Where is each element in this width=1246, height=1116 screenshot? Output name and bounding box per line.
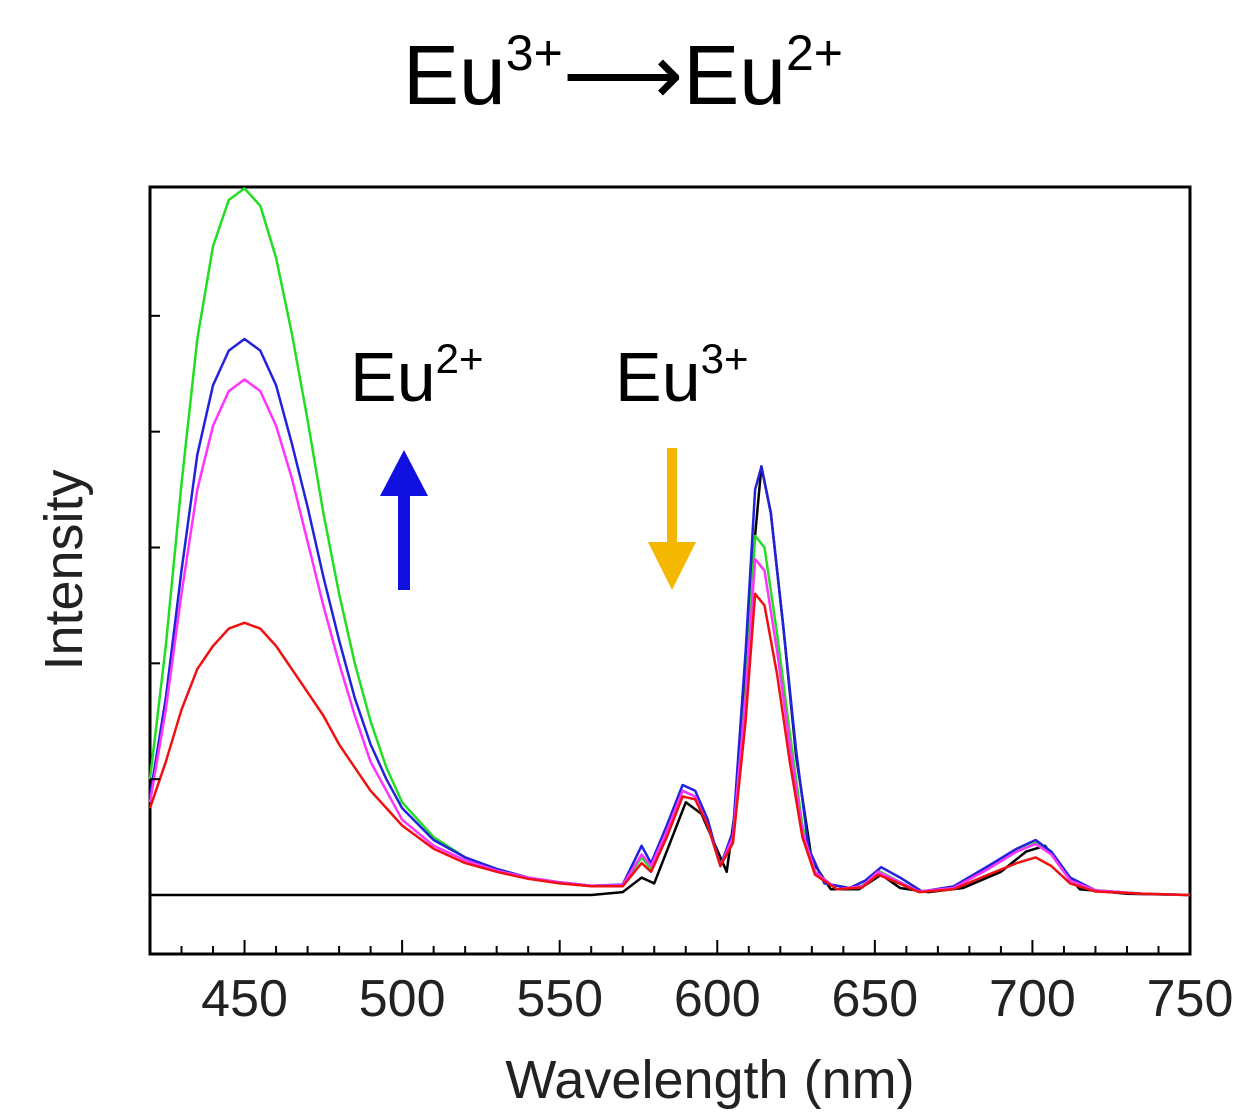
x-tick-label: 650 — [831, 970, 918, 1028]
tick-layer: 450 500 550 600 650 700 750 — [149, 314, 1234, 1028]
annotation-eu3-base: Eu — [615, 338, 701, 416]
title-eu2-charge: 2+ — [785, 25, 843, 81]
y-axis-label: Intensity — [34, 469, 94, 670]
series-line-3 — [148, 337, 1191, 897]
x-tick-label: 550 — [516, 970, 603, 1028]
annotation-eu3-charge: 3+ — [700, 335, 749, 382]
title-eu3-base: Eu — [403, 28, 506, 122]
eu2-up-arrow-icon — [380, 450, 428, 590]
title-arrow: ⟶ — [562, 28, 684, 122]
annotation-eu2-base: Eu — [350, 338, 436, 416]
series-line-5 — [148, 592, 1191, 897]
x-tick-label: 600 — [674, 970, 761, 1028]
series-layer — [148, 187, 1191, 897]
plot-frame — [148, 185, 1192, 956]
title-eu3-charge: 3+ — [505, 25, 563, 81]
x-axis-label: Wavelength (nm) — [505, 1050, 914, 1110]
x-tick-label: 500 — [359, 970, 446, 1028]
title-eu2-base: Eu — [683, 28, 786, 122]
x-tick-label: 450 — [201, 970, 288, 1028]
annotation-eu2-charge: 2+ — [435, 335, 484, 382]
eu3-down-arrow-icon — [648, 448, 696, 590]
annotation-eu3: Eu3+ — [615, 335, 749, 413]
x-tick-label: 750 — [1147, 970, 1234, 1028]
chart-title: Eu3+⟶Eu2+ — [0, 28, 1246, 117]
x-tick-label: 700 — [989, 970, 1076, 1028]
annotation-eu2: Eu2+ — [350, 335, 484, 413]
annotation-arrows — [380, 448, 696, 590]
